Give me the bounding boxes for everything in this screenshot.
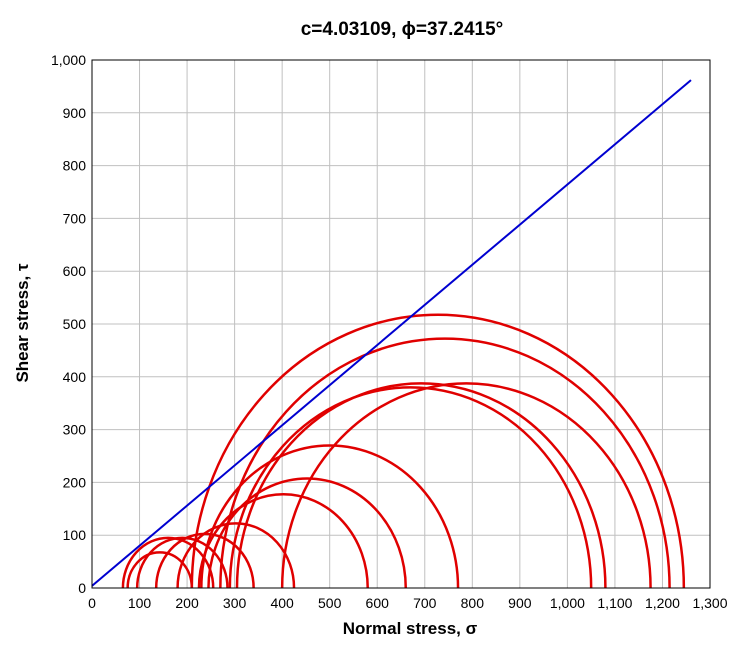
y-tick-label: 900: [63, 105, 87, 121]
x-tick-label: 400: [270, 595, 294, 611]
mohr-circle: [219, 337, 671, 589]
y-tick-label: 0: [78, 580, 86, 596]
mohr-circle: [126, 551, 194, 589]
y-tick-label: 400: [63, 369, 87, 385]
x-tick-label: 1,200: [645, 595, 680, 611]
chart-title: c=4.03109, ϕ=37.2415°: [301, 19, 504, 40]
x-tick-label: 600: [366, 595, 390, 611]
x-tick-label: 1,100: [597, 595, 632, 611]
x-axis-label: Normal stress, σ: [343, 619, 478, 638]
mohr-circle: [176, 522, 296, 589]
plot-frame: [91, 59, 711, 589]
x-tick-label: 800: [461, 595, 485, 611]
x-tick-label: 1,000: [550, 595, 585, 611]
x-tick-label: 200: [175, 595, 199, 611]
envelope-line: [91, 79, 692, 587]
y-tick-label: 600: [63, 263, 87, 279]
y-tick-label: 100: [63, 527, 87, 543]
y-tick-label: 700: [63, 210, 87, 226]
y-tick-label: 200: [63, 474, 87, 490]
y-tick-label: 1,000: [51, 52, 86, 68]
y-axis-label: Shear stress, τ: [13, 263, 32, 383]
mohr-circle: [207, 477, 408, 589]
x-tick-label: 700: [413, 595, 437, 611]
mohr-circle: [228, 386, 593, 589]
x-tick-label: 900: [508, 595, 532, 611]
mohr-circle: [190, 314, 686, 589]
x-tick-label: 0: [88, 595, 96, 611]
y-tick-label: 800: [63, 158, 87, 174]
mohr-circle: [135, 536, 229, 589]
failure-envelope: [91, 79, 692, 587]
x-tick-label: 500: [318, 595, 342, 611]
mohr-circle: [235, 382, 607, 589]
y-tick-label: 300: [63, 422, 87, 438]
mohr-circles: [121, 314, 686, 589]
x-tick-label: 100: [128, 595, 152, 611]
x-tick-labels: 0 100 200 300 400 500 600 700 800 900 1,000 1,100 1,…: [88, 595, 728, 611]
x-tick-label: 300: [223, 595, 247, 611]
mohr-circle: [121, 536, 215, 589]
y-tick-labels: 0 100 200 300 400 500 600 700 800 900 1,000: [51, 52, 86, 596]
mohr-circle: [200, 444, 460, 589]
y-tick-label: 500: [63, 316, 87, 332]
x-tick-label: 1,300: [692, 595, 727, 611]
mohr-circle: [280, 382, 652, 589]
